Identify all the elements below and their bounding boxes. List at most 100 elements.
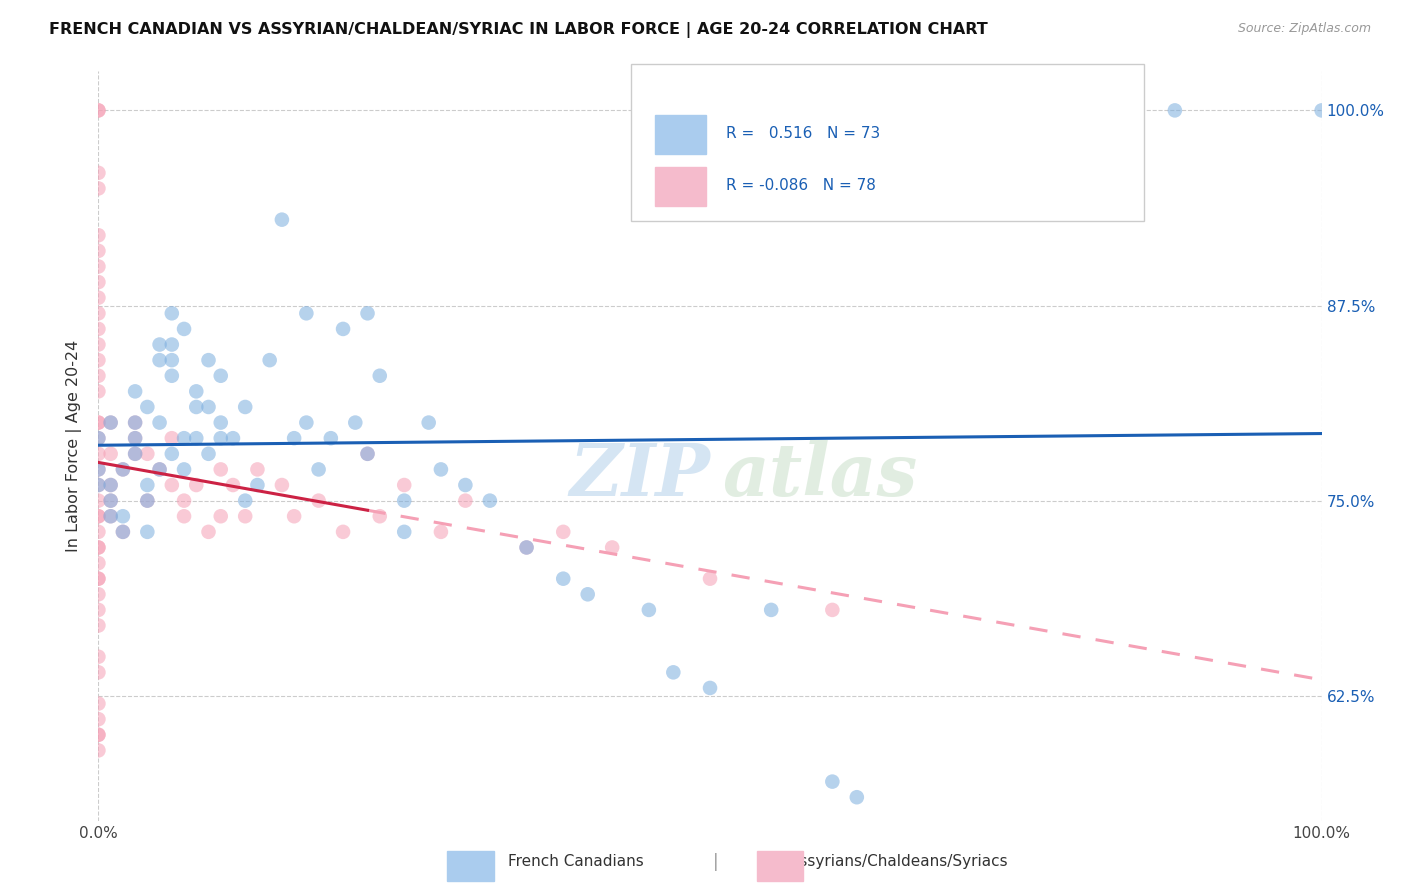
Point	[392, 478, 416, 492]
Point	[600, 541, 623, 555]
Point	[87, 181, 110, 195]
Point	[87, 541, 110, 555]
Text: |: |	[713, 853, 718, 871]
Point	[87, 228, 110, 243]
Point	[186, 478, 208, 492]
Point	[173, 431, 195, 445]
Text: French Canadians: French Canadians	[508, 855, 644, 870]
Point	[332, 524, 354, 539]
Point	[173, 322, 195, 336]
Point	[87, 244, 110, 258]
Point	[332, 322, 354, 336]
Point	[283, 431, 305, 445]
Point	[209, 431, 232, 445]
Point	[136, 478, 159, 492]
Point	[87, 353, 110, 368]
Point	[418, 416, 440, 430]
Point	[1066, 103, 1088, 118]
Point	[124, 447, 146, 461]
Point	[111, 462, 134, 476]
Point	[87, 697, 110, 711]
Point	[87, 416, 110, 430]
Point	[87, 478, 110, 492]
Point	[100, 447, 122, 461]
Point	[430, 462, 453, 476]
Point	[87, 368, 110, 383]
Text: R =   0.516   N = 73: R = 0.516 N = 73	[725, 126, 880, 141]
Point	[87, 665, 110, 680]
Point	[100, 416, 122, 430]
Point	[87, 618, 110, 632]
Point	[699, 681, 721, 695]
Point	[246, 462, 269, 476]
Point	[87, 509, 110, 524]
Point	[149, 416, 172, 430]
Point	[87, 384, 110, 399]
Point	[821, 603, 844, 617]
Point	[87, 416, 110, 430]
Point	[149, 462, 172, 476]
Point	[233, 493, 256, 508]
Point	[149, 353, 172, 368]
Point	[87, 478, 110, 492]
Point	[233, 400, 256, 414]
Point	[222, 478, 245, 492]
Point	[368, 509, 391, 524]
Point	[100, 509, 122, 524]
Point	[233, 509, 256, 524]
FancyBboxPatch shape	[630, 64, 1144, 221]
Text: FRENCH CANADIAN VS ASSYRIAN/CHALDEAN/SYRIAC IN LABOR FORCE | AGE 20-24 CORRELATI: FRENCH CANADIAN VS ASSYRIAN/CHALDEAN/SYR…	[49, 22, 988, 38]
Point	[87, 556, 110, 570]
Point	[197, 400, 219, 414]
Point	[553, 572, 575, 586]
FancyBboxPatch shape	[655, 168, 706, 206]
Point	[149, 337, 172, 351]
Point	[87, 462, 110, 476]
Point	[173, 462, 195, 476]
Point	[160, 337, 183, 351]
Point	[662, 665, 685, 680]
Text: Source: ZipAtlas.com: Source: ZipAtlas.com	[1237, 22, 1371, 36]
Point	[136, 524, 159, 539]
Point	[197, 447, 219, 461]
Text: ZIP: ZIP	[569, 441, 710, 511]
Point	[308, 462, 330, 476]
Point	[259, 353, 281, 368]
Point	[136, 400, 159, 414]
Point	[100, 509, 122, 524]
Point	[111, 524, 134, 539]
Point	[124, 384, 146, 399]
Point	[160, 368, 183, 383]
Point	[87, 322, 110, 336]
Point	[87, 103, 110, 118]
Point	[478, 493, 501, 508]
Point	[368, 368, 391, 383]
Point	[111, 524, 134, 539]
Point	[124, 416, 146, 430]
Point	[356, 447, 378, 461]
Point	[87, 431, 110, 445]
Text: atlas: atlas	[723, 441, 918, 511]
Point	[160, 431, 183, 445]
Point	[186, 400, 208, 414]
Point	[111, 509, 134, 524]
Point	[160, 478, 183, 492]
Point	[87, 337, 110, 351]
Point	[761, 603, 783, 617]
Point	[87, 291, 110, 305]
Point	[392, 524, 416, 539]
Point	[454, 493, 477, 508]
Point	[209, 416, 232, 430]
Point	[308, 493, 330, 508]
Point	[136, 493, 159, 508]
Point	[186, 431, 208, 445]
Point	[124, 416, 146, 430]
Point	[270, 212, 294, 227]
Point	[197, 353, 219, 368]
Point	[637, 603, 661, 617]
Point	[87, 728, 110, 742]
Point	[100, 478, 122, 492]
Point	[515, 541, 537, 555]
Point	[111, 462, 134, 476]
Point	[87, 572, 110, 586]
